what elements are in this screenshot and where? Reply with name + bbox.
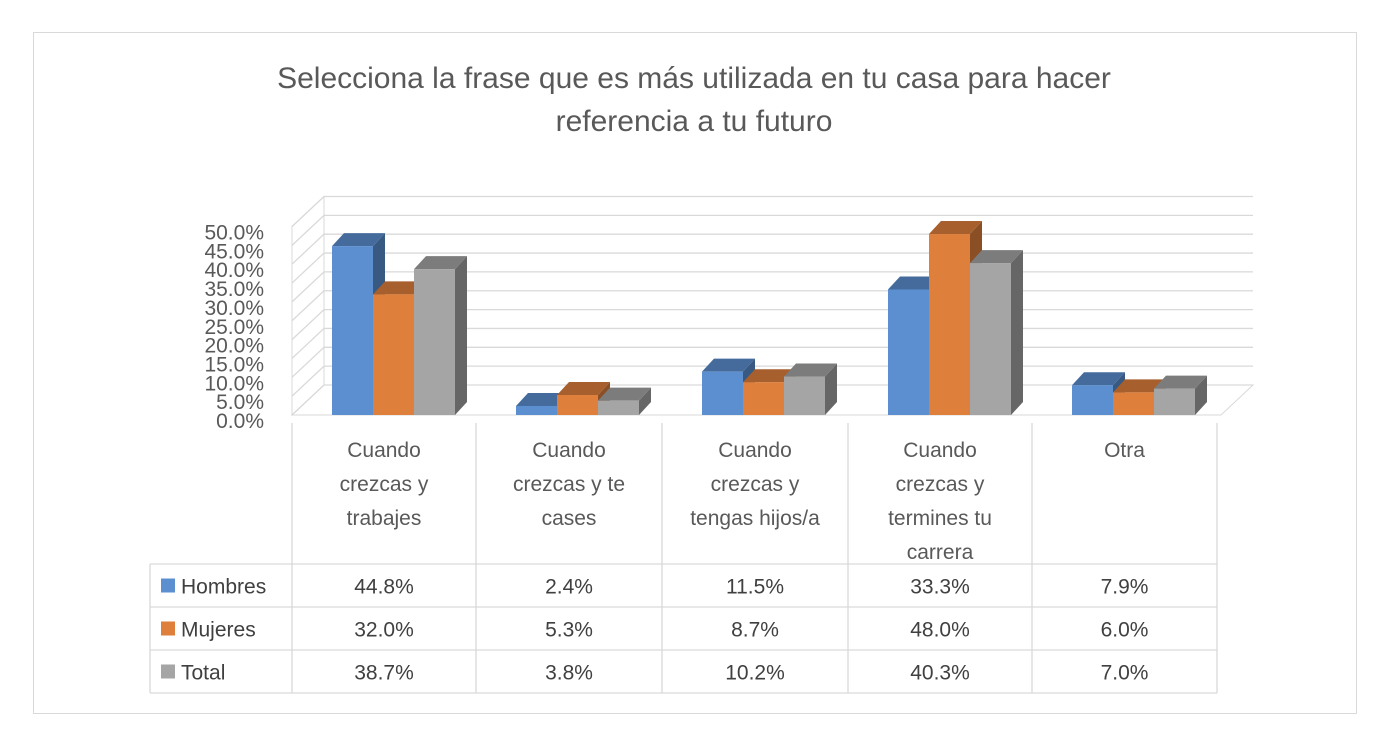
y-tick-label: 15.0% bbox=[204, 353, 264, 376]
bar-front bbox=[373, 294, 414, 415]
series-name: Total bbox=[181, 662, 225, 685]
bar-total-3 bbox=[784, 363, 837, 415]
bar-top bbox=[414, 256, 467, 270]
y-tick-label: 30.0% bbox=[204, 297, 264, 320]
data-cell: 40.3% bbox=[910, 662, 970, 685]
data-table: Cuando crezcas y trabajes Cuando crezcas y t… bbox=[149, 423, 1218, 694]
series-name: Hombres bbox=[181, 576, 266, 599]
category-label: Cuando bbox=[718, 439, 792, 462]
data-cell: 8.7% bbox=[731, 619, 779, 642]
bar-top bbox=[1072, 372, 1125, 386]
y-tick-label: 40.0% bbox=[204, 259, 264, 282]
y-tick-label: 45.0% bbox=[204, 240, 264, 263]
category-label: Cuando bbox=[903, 439, 977, 462]
legend-key-total bbox=[161, 664, 175, 679]
bar-top bbox=[373, 281, 426, 295]
data-cell: 7.0% bbox=[1101, 662, 1149, 685]
category-label: Cuando bbox=[347, 439, 421, 462]
category-label: Otra bbox=[1104, 439, 1145, 462]
gridline bbox=[291, 214, 1253, 246]
data-cell: 38.7% bbox=[354, 662, 414, 685]
data-cell: 44.8% bbox=[354, 576, 414, 599]
bar-total-4 bbox=[970, 250, 1023, 415]
bar-front bbox=[1113, 392, 1154, 415]
bar-front bbox=[598, 400, 639, 415]
category-label: cases bbox=[542, 507, 597, 530]
bar-top bbox=[784, 363, 837, 377]
data-cell: 2.4% bbox=[545, 576, 593, 599]
data-cell: 5.3% bbox=[545, 619, 593, 642]
bar-side bbox=[825, 363, 837, 415]
category-label: crezcas y te bbox=[513, 473, 625, 496]
legend-key-hombres bbox=[161, 578, 175, 593]
bar-front bbox=[702, 371, 743, 415]
bar-front bbox=[516, 405, 557, 415]
series-name: Mujeres bbox=[181, 619, 256, 642]
data-cell: 3.8% bbox=[545, 662, 593, 685]
bar-front bbox=[332, 246, 373, 415]
y-axis-ticks: 0.0%5.0%10.0%15.0%20.0%25.0%30.0%35.0%40… bbox=[204, 222, 264, 434]
category-label: crezcas y bbox=[896, 473, 985, 496]
bar-top bbox=[929, 221, 982, 235]
y-tick-label: 35.0% bbox=[204, 278, 264, 301]
data-cell: 7.9% bbox=[1101, 576, 1149, 599]
bar-front bbox=[743, 382, 784, 415]
category-label: trabajes bbox=[347, 507, 422, 530]
y-tick-label: 0.0% bbox=[216, 410, 264, 433]
category-label: crezcas y bbox=[340, 473, 429, 496]
bar-front bbox=[970, 263, 1011, 415]
bar-top bbox=[1113, 379, 1166, 393]
chart-title: Selecciona la frase que es más utilizada… bbox=[277, 62, 1111, 138]
bar-total-2 bbox=[598, 387, 651, 415]
legend-key-mujeres bbox=[161, 621, 175, 636]
bars bbox=[332, 221, 1207, 415]
category-label: tengas hijos/a bbox=[690, 507, 820, 530]
category-label: crezcas y bbox=[711, 473, 800, 496]
bar-front bbox=[784, 376, 825, 415]
bar-front bbox=[414, 269, 455, 415]
bar-top bbox=[557, 382, 610, 396]
chart-frame bbox=[33, 32, 1357, 714]
data-cell: 33.3% bbox=[910, 576, 970, 599]
data-cell: 6.0% bbox=[1101, 619, 1149, 642]
bar-total-1 bbox=[414, 256, 467, 415]
bar-front bbox=[929, 234, 970, 415]
bar-side bbox=[639, 387, 651, 415]
bar-side bbox=[455, 256, 467, 415]
y-tick-label: 5.0% bbox=[216, 391, 264, 414]
bar-top bbox=[516, 392, 569, 406]
data-cell: 11.5% bbox=[726, 576, 784, 599]
bar-front bbox=[888, 289, 929, 415]
data-cell: 32.0% bbox=[354, 619, 414, 642]
y-tick-label: 50.0% bbox=[204, 222, 264, 245]
bar-side bbox=[1011, 250, 1023, 415]
bar-front bbox=[557, 395, 598, 415]
bar-top bbox=[888, 276, 941, 290]
data-cell: 10.2% bbox=[725, 662, 785, 685]
chart-title-line: Selecciona la frase que es más utilizada… bbox=[277, 62, 1111, 95]
bar-top bbox=[598, 387, 651, 401]
bar-top bbox=[743, 369, 796, 383]
bar-side bbox=[1195, 375, 1207, 415]
category-label: Cuando bbox=[532, 439, 606, 462]
category-label: carrera bbox=[907, 541, 974, 564]
bar-front bbox=[1072, 385, 1113, 415]
y-tick-label: 20.0% bbox=[204, 335, 264, 358]
bar-top bbox=[702, 358, 755, 372]
bar-top bbox=[970, 250, 1023, 264]
gridline bbox=[291, 195, 1253, 227]
bar-total-5 bbox=[1154, 375, 1207, 415]
data-cell: 48.0% bbox=[910, 619, 970, 642]
bar-top bbox=[332, 233, 385, 247]
bar-front bbox=[1154, 388, 1195, 415]
y-tick-label: 25.0% bbox=[204, 316, 264, 339]
category-label: termines tu bbox=[888, 507, 992, 530]
y-tick-label: 10.0% bbox=[204, 372, 264, 395]
chart-title-line: referencia a tu futuro bbox=[556, 105, 833, 138]
bar-top bbox=[1154, 375, 1207, 389]
